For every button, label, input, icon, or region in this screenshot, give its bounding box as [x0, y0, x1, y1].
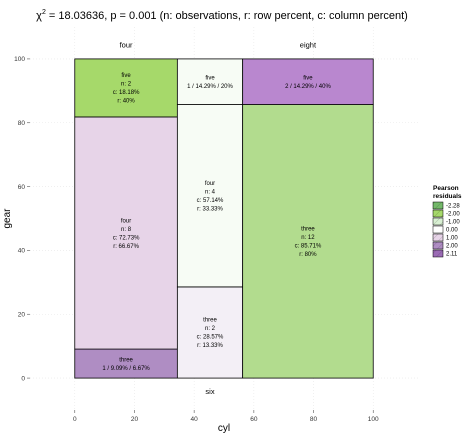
cell-label: 1 / 14.29% / 20% [187, 84, 233, 90]
legend-label: 2.00 [446, 244, 458, 250]
cell-label: n: 4 [205, 189, 216, 195]
axes: 0 20 40 60 80 100 0 20 40 60 80 100 [14, 56, 379, 423]
legend-swatch-hatch [433, 210, 443, 217]
cell-rect [176, 58, 244, 105]
y-tick-label: 80 [18, 120, 26, 127]
cell-rect [74, 348, 178, 379]
legend-label: 0.00 [446, 228, 458, 234]
legend-swatch-hatch [433, 202, 443, 209]
legend-swatch [432, 225, 444, 234]
chart-title: χ2 = 18.03636, p = 0.001 (n: observation… [36, 9, 408, 22]
cell-label: c: 57.14% [197, 198, 224, 204]
cell-rect [242, 58, 374, 105]
cell-label: five [205, 75, 215, 81]
cell-label: three [203, 318, 217, 324]
column-label: four [120, 41, 133, 50]
cell-label: c: 85.71% [295, 244, 322, 250]
column-label: eight [300, 41, 317, 50]
legend-title: Pearson [433, 185, 459, 192]
legend-swatch-hatch [433, 234, 443, 241]
cell-rect [74, 116, 178, 350]
cell-label: n: 12 [301, 235, 315, 241]
cell-label: n: 2 [205, 326, 216, 332]
cell-label: r: 13.33% [197, 343, 223, 349]
mosaic-cell: three n: 2 c: 28.57% r: 13.33% [176, 286, 244, 379]
x-tick-label: 60 [250, 416, 258, 423]
x-axis-label: cyl [218, 423, 230, 434]
cell-label: four [205, 181, 215, 187]
cell-label: n: 8 [121, 227, 132, 233]
cell-label: r: 80% [299, 252, 317, 258]
mosaic-cells: three 1 / 9.09% / 6.67% four n: 8 c: 72.73% r… [74, 58, 374, 379]
cell-label: five [303, 75, 313, 81]
legend-swatch-hatch [433, 218, 443, 225]
cell-label: three [119, 357, 133, 363]
cell-label: c: 72.73% [113, 235, 140, 241]
mosaic-cell: five 1 / 14.29% / 20% [176, 58, 244, 105]
cell-label: three [301, 227, 315, 233]
column-label: six [205, 387, 214, 396]
legend-label: 1.00 [446, 236, 458, 242]
cell-label: five [121, 73, 131, 79]
legend-swatch-hatch [433, 242, 443, 249]
cell-label: r: 66.67% [113, 244, 139, 250]
y-tick-label: 100 [14, 56, 25, 63]
cell-label: four [121, 218, 131, 224]
cell-rect [242, 104, 374, 379]
cell-label: r: 33.33% [197, 206, 223, 212]
cell-rect [74, 58, 178, 118]
mosaic-cell: four n: 8 c: 72.73% r: 66.67% [74, 116, 178, 350]
y-tick-label: 60 [18, 184, 26, 191]
mosaic-cell: five 2 / 14.29% / 40% [242, 58, 374, 105]
x-tick-label: 100 [368, 416, 379, 423]
x-tick-label: 80 [310, 416, 318, 423]
legend-label: -1.00 [446, 220, 460, 226]
column-labels: four six eight [120, 41, 317, 396]
mosaic-cell: three 1 / 9.09% / 6.67% [74, 348, 178, 379]
legend-label: 2.11 [446, 252, 458, 258]
cell-label: n: 2 [121, 82, 132, 88]
cell-label: c: 28.57% [197, 335, 224, 341]
cell-rect [176, 286, 244, 379]
legend-label: -2.00 [446, 212, 460, 218]
mosaic-cell: three n: 12 c: 85.71% r: 80% [242, 104, 374, 379]
legend-swatch-hatch [433, 250, 443, 257]
cell-label: c: 18.18% [113, 90, 140, 96]
mosaic-cell: four n: 4 c: 57.14% r: 33.33% [176, 104, 244, 288]
cell-label: 1 / 9.09% / 6.67% [102, 366, 150, 372]
y-axis-label: gear [2, 208, 13, 229]
cell-label: 2 / 14.29% / 40% [285, 84, 331, 90]
x-tick-label: 0 [73, 416, 77, 423]
legend-title: residuals [433, 193, 462, 200]
y-tick-label: 0 [21, 375, 25, 382]
cell-rect [176, 104, 244, 288]
cell-label: r: 40% [117, 99, 135, 105]
x-tick-label: 20 [131, 416, 139, 423]
y-tick-label: 20 [18, 312, 26, 319]
y-tick-label: 40 [18, 248, 26, 255]
mosaic-cell: five n: 2 c: 18.18% r: 40% [74, 58, 178, 118]
x-tick-label: 40 [191, 416, 199, 423]
legend-label: -2.28 [446, 204, 460, 210]
